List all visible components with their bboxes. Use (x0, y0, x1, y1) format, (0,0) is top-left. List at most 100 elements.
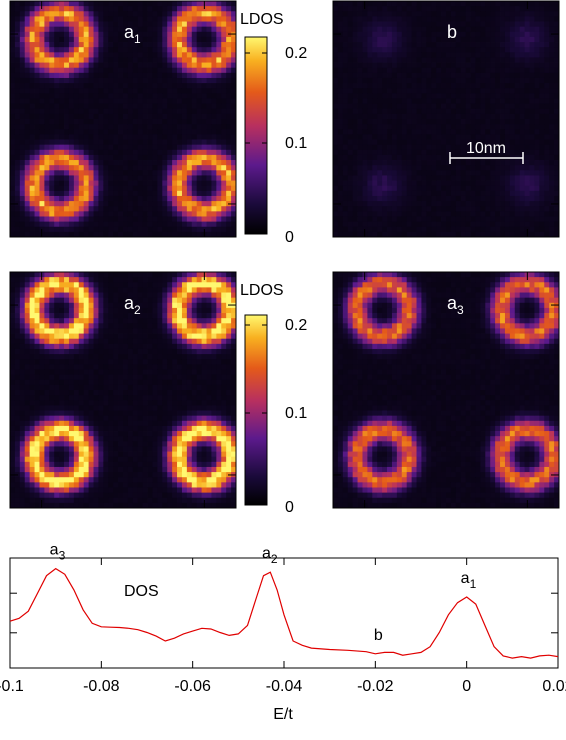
heatmap-cell (49, 400, 55, 406)
heatmap-cell (24, 195, 31, 202)
heatmap-cell (64, 436, 70, 442)
heatmap-cell (221, 21, 227, 28)
heatmap-cell (221, 67, 227, 74)
heatmap-cell (19, 226, 26, 233)
heatmap-cell (549, 154, 555, 161)
heatmap-cell (367, 36, 373, 43)
heatmap-cell (29, 88, 35, 94)
heatmap-cell (231, 170, 237, 176)
heatmap-cell (73, 52, 80, 58)
heatmap-cell (59, 206, 65, 212)
heatmap-cell (137, 113, 144, 120)
heatmap-cell (142, 108, 148, 115)
heatmap-cell (162, 170, 168, 176)
heatmap-cell (49, 477, 55, 483)
heatmap-cell (333, 6, 339, 12)
heatmap-cell (34, 307, 40, 314)
heatmap-cell (519, 93, 526, 99)
heatmap-cell (554, 175, 560, 181)
heatmap-cell (186, 175, 193, 181)
heatmap-cell (14, 160, 21, 166)
heatmap-cell (201, 67, 207, 74)
heatmap-cell (127, 170, 134, 176)
heatmap-cell (226, 165, 232, 171)
heatmap-cell (49, 216, 55, 223)
heatmap-cell (196, 113, 203, 120)
heatmap-cell (88, 318, 94, 324)
heatmap-cell (39, 62, 45, 69)
heatmap-cell (495, 165, 501, 171)
heatmap-cell (514, 206, 521, 212)
heatmap-cell (10, 88, 16, 94)
heatmap-cell (19, 369, 26, 376)
heatmap-cell (14, 93, 21, 99)
heatmap-cell (544, 149, 550, 156)
heatmap-cell (519, 21, 526, 28)
heatmap-cell (19, 323, 26, 329)
heatmap-cell (98, 72, 104, 79)
heatmap-cell (509, 175, 516, 181)
heatmap-cell (19, 272, 26, 278)
heatmap-cell (127, 103, 134, 110)
heatmap-cell (231, 134, 237, 140)
heatmap-cell (372, 36, 378, 43)
heatmap-cell (539, 77, 545, 84)
heatmap-cell (362, 93, 368, 99)
heatmap-cell (377, 26, 383, 33)
heatmap-cell (554, 124, 560, 130)
heatmap-cell (14, 487, 21, 494)
heatmap-cell (24, 62, 31, 69)
heatmap-cell (470, 72, 476, 79)
heatmap-cell (396, 206, 403, 212)
heatmap-cell (19, 119, 26, 125)
heatmap-cell (495, 31, 501, 38)
heatmap-cell (98, 129, 104, 135)
heatmap-cell (211, 108, 217, 115)
heatmap-cell (446, 57, 452, 63)
heatmap-cell (426, 1, 432, 7)
heatmap-cell (14, 77, 21, 84)
heatmap-cell (19, 36, 26, 43)
heatmap-cell (524, 149, 530, 156)
heatmap-cell (113, 124, 119, 130)
heatmap-cell (113, 216, 119, 223)
heatmap-cell (401, 72, 408, 79)
heatmap-cell (406, 206, 413, 212)
heatmap-cell (382, 11, 388, 17)
heatmap-cell (485, 26, 491, 33)
heatmap-cell (54, 374, 60, 381)
heatmap-cell (554, 16, 560, 22)
heatmap-cell (73, 36, 80, 43)
heatmap-cell (152, 1, 158, 7)
heatmap-cell (470, 93, 476, 99)
heatmap-cell (401, 206, 408, 212)
heatmap-cell (421, 129, 427, 135)
heatmap-cell (64, 328, 70, 334)
heatmap-cell (211, 103, 217, 110)
heatmap-cell (59, 231, 65, 238)
heatmap-cell (455, 175, 462, 181)
heatmap-cell (377, 129, 383, 135)
heatmap-cell (68, 206, 75, 212)
heatmap-cell (118, 52, 124, 58)
heatmap-cell (98, 195, 104, 202)
heatmap-cell (201, 119, 207, 125)
heatmap-cell (416, 170, 422, 176)
heatmap-cell (10, 410, 16, 417)
heatmap-cell (347, 77, 354, 84)
heatmap-cell (157, 211, 163, 217)
heatmap-cell (382, 226, 388, 233)
heatmap-cell (377, 88, 383, 94)
heatmap-cell (73, 492, 80, 499)
heatmap-cell (29, 502, 35, 509)
heatmap-cell (347, 211, 354, 217)
heatmap-cell (39, 307, 45, 314)
heatmap-cell (446, 77, 452, 84)
heatmap-cell (19, 277, 26, 283)
heatmap-cell (181, 26, 188, 33)
heatmap-cell (73, 231, 80, 238)
heatmap-cell (93, 42, 99, 48)
heatmap-cell (216, 231, 222, 238)
heatmap-cell (342, 149, 349, 156)
heatmap-cell (73, 441, 80, 447)
